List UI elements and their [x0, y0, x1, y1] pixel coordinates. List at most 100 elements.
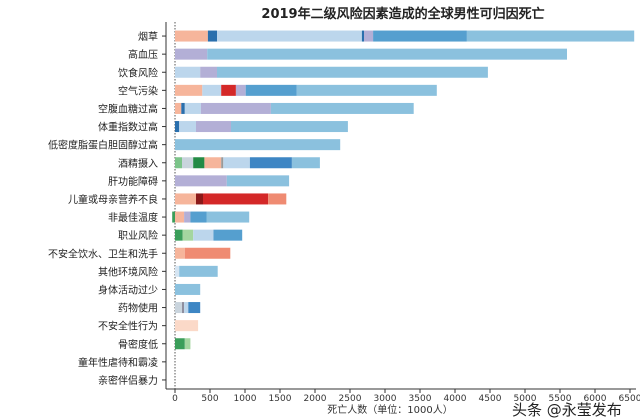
x-tick-label: 6500 — [619, 394, 640, 404]
x-tick-label: 4500 — [479, 394, 502, 404]
x-tick-label: 5500 — [549, 394, 572, 404]
bar-segment — [204, 157, 222, 169]
bar-segment — [188, 302, 201, 314]
bar-segment — [184, 247, 231, 259]
y-tick-label: 肝功能障碍 — [108, 175, 158, 188]
x-tick-label: 5000 — [514, 394, 537, 404]
bar-segment — [175, 139, 341, 151]
y-tick-label: 骨密度低 — [118, 338, 158, 351]
bar-segment — [226, 175, 290, 187]
y-tick-label: 儿童或母亲营养不良 — [68, 193, 158, 206]
x-tick-label: 1000 — [234, 394, 257, 404]
bar-segment — [235, 84, 246, 96]
bar-segment — [175, 338, 185, 350]
y-tick-label: 身体活动过少 — [98, 283, 158, 296]
bar-segment — [175, 211, 185, 223]
bar-segment — [175, 30, 208, 42]
bar-segment — [184, 211, 191, 223]
bar-segment — [270, 102, 414, 114]
y-tick-label: 不安全饮水、卫生和洗手 — [48, 247, 158, 260]
bar-segment — [231, 121, 348, 133]
x-tick-label: 6000 — [584, 394, 607, 404]
bar-segment — [200, 66, 217, 78]
y-tick-label: 亲密伴侣暴力 — [98, 374, 158, 387]
bar-segment — [175, 193, 196, 205]
bar-segment — [172, 211, 175, 223]
bar-segment — [291, 157, 320, 169]
bar-segment — [175, 48, 208, 60]
bar-segment — [196, 193, 203, 205]
bar-segment — [175, 283, 201, 295]
y-tick-label: 烟草 — [138, 30, 158, 43]
bar-segment — [207, 30, 217, 42]
bar-segment — [361, 30, 364, 42]
y-tick-label: 非最佳温度 — [108, 211, 158, 224]
bar-segment — [175, 247, 185, 259]
bar-segment — [179, 121, 196, 133]
y-tick-label: 职业风险 — [118, 229, 158, 242]
bar-segment — [249, 157, 292, 169]
x-tick-label: 500 — [201, 394, 218, 404]
bar-segment — [175, 302, 182, 314]
bar-segment — [175, 229, 183, 241]
bar-segment — [206, 211, 250, 223]
bar-segment — [217, 66, 488, 78]
y-tick-label: 空气污染 — [118, 84, 158, 97]
bar-segment — [181, 102, 185, 114]
bar-segment — [202, 84, 222, 96]
bar-segment — [184, 302, 189, 314]
bar-segment — [268, 193, 287, 205]
y-tick-label: 空腹血糖过高 — [98, 102, 158, 115]
bar-segment — [175, 121, 180, 133]
bar-segment — [203, 193, 269, 205]
x-tick-label: 2000 — [304, 394, 327, 404]
x-tick-label: 1500 — [269, 394, 292, 404]
bar-segment — [175, 157, 182, 169]
bar-segment — [182, 157, 194, 169]
x-tick-label: 3500 — [409, 394, 432, 404]
bar-segment — [184, 338, 191, 350]
bar-segment — [296, 84, 437, 96]
x-axis-label: 死亡人数（单位：1000人） — [327, 405, 453, 416]
watermark: 头条 @永莹发布 — [512, 401, 622, 419]
bar-segment — [175, 175, 227, 187]
bar-segment — [175, 320, 199, 332]
bar-segment — [221, 157, 224, 169]
bar-segment — [223, 157, 250, 169]
y-tick-label: 药物使用 — [118, 302, 158, 315]
bar-segment — [207, 48, 567, 60]
bar-segment — [196, 121, 231, 133]
bar-segment — [193, 157, 205, 169]
y-tick-label: 酒精摄入 — [118, 157, 158, 170]
bar-segment — [182, 302, 185, 314]
bar-segment — [193, 229, 214, 241]
bar-segment — [179, 265, 218, 277]
bar-segment — [200, 102, 271, 114]
y-tick-label: 饮食风险 — [118, 66, 158, 79]
x-tick-label: 2500 — [339, 394, 362, 404]
bar-segment — [182, 229, 194, 241]
bar-segment — [175, 265, 180, 277]
y-tick-label: 体重指数过高 — [98, 121, 158, 134]
bar-segment — [364, 30, 374, 42]
bar-segment — [466, 30, 635, 42]
y-tick-label: 高血压 — [128, 48, 158, 61]
bar-segment — [217, 30, 362, 42]
y-tick-label: 低密度脂蛋白胆固醇过高 — [48, 139, 158, 152]
bar-segment — [190, 211, 207, 223]
bar-segment — [175, 84, 203, 96]
x-tick-label: 0 — [172, 394, 178, 404]
bar-segment — [221, 84, 236, 96]
bar-segment — [373, 30, 467, 42]
chart-title: 2019年二级风险因素造成的全球男性可归因死亡 — [261, 7, 545, 22]
x-tick-label: 3000 — [374, 394, 397, 404]
bar-segment — [184, 102, 201, 114]
y-tick-label: 不安全性行为 — [98, 320, 158, 333]
bar-segment — [175, 66, 201, 78]
y-tick-label: 童年性虐待和霸凌 — [78, 356, 158, 369]
bar-segment — [245, 84, 297, 96]
bar-segment — [213, 229, 243, 241]
y-tick-label: 其他环境风险 — [98, 265, 158, 278]
